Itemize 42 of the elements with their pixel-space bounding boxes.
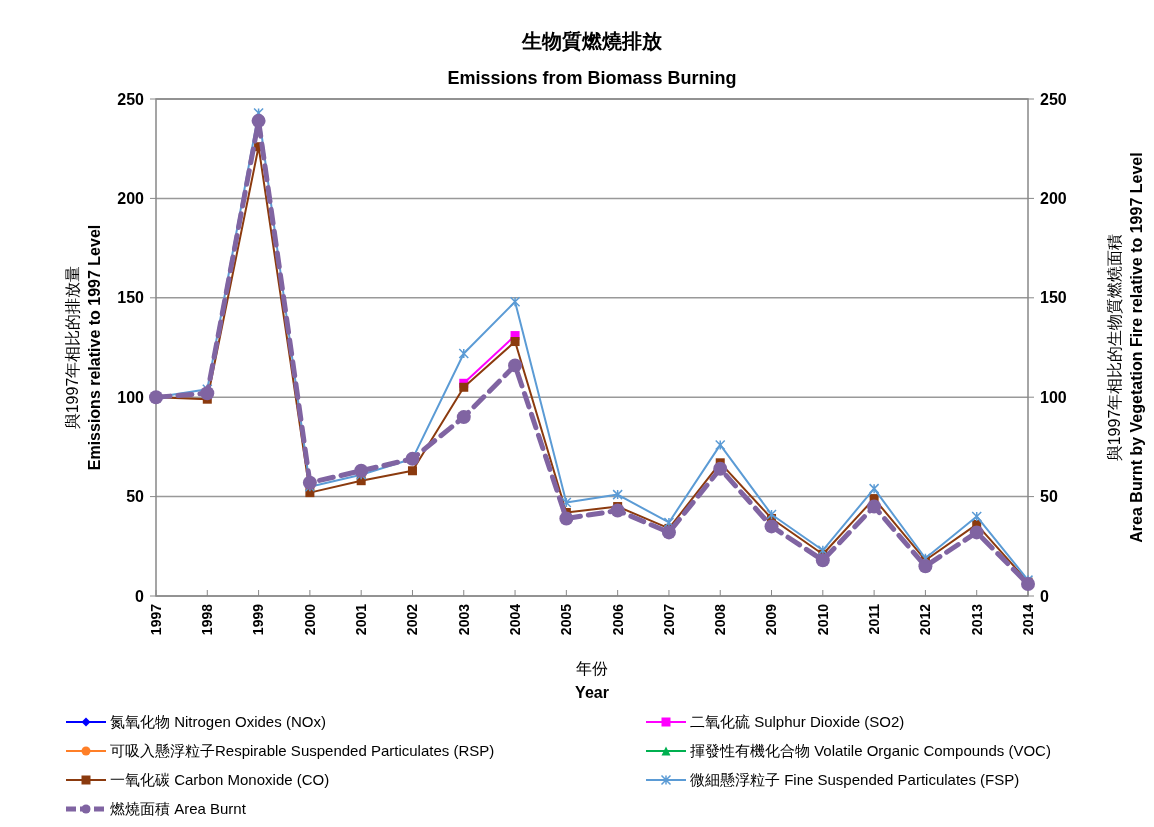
y2-tick-label: 250 [1040,90,1067,108]
x-tick-label: 2003 [455,603,472,636]
x-tick-label: 2012 [917,603,934,636]
y2-tick-label: 200 [1040,190,1067,207]
legend-label: 二氧化硫 Sulphur Dioxide (SO2) [690,713,905,731]
chart-title: 生物質燃燒排放 [521,30,663,53]
x-tick-label: 1998 [199,603,216,636]
x-tick-label: 2005 [558,603,575,636]
y-tick-label: 0 [135,587,145,605]
x-tick-label: 2004 [506,603,523,636]
legend-label: 氮氧化物 Nitrogen Oxides (NOx) [110,713,326,731]
x-tick-label: 1997 [147,603,164,636]
y2-tick-label: 0 [1040,587,1049,605]
x-tick-label: 2002 [404,603,421,636]
x-axis-title: 年份 Year [575,660,609,701]
x-tick-label: 2001 [353,603,370,636]
x-tick-label: 1999 [250,603,267,636]
legend-label: 一氧化碳 Carbon Monoxide (CO) [110,771,330,789]
chart-subtitle: Emissions from Biomass Burning [447,68,737,88]
y-tick-label: 150 [117,289,145,307]
x-tick-label: 2008 [712,603,729,636]
x-tick-label: 2000 [301,603,318,636]
y2-tick-label: 150 [1040,289,1067,307]
x-tick-label: 2009 [763,603,780,636]
x-tick-label: 2011 [866,603,883,635]
y2-axis-title: 與1997年相比的生物質燃燒面積 Area Burnt by Vegetation Fire relative to 1997 Level [1106,152,1145,543]
legend-label: 揮發性有機化合物 Volatile Organic Compounds (VOC) [690,742,1051,760]
y-tick-label: 250 [117,90,145,108]
y-tick-label: 50 [126,488,145,506]
x-tick-label: 2006 [609,603,626,636]
y-tick-label: 200 [117,190,145,207]
x-tick-label: 2007 [660,603,677,636]
y-tick-label: 100 [117,388,145,406]
legend-label: 燃燒面積 Area Burnt [110,800,247,818]
y2-tick-label: 50 [1040,488,1058,506]
x-tick-label: 2013 [968,603,985,636]
y-axis-title: 與1997年相比的排放量 Emissions relative to 1997 Level [64,224,103,471]
legend-label: 微細懸浮粒子 Fine Suspended Particulates (FSP) [690,771,1020,789]
y2-tick-label: 100 [1040,388,1067,406]
legend-label: 可吸入懸浮粒子Respirable Suspended Particulates (RSP) [110,742,495,760]
x-tick-label: 2014 [1019,603,1036,636]
x-tick-label: 2010 [814,603,831,636]
